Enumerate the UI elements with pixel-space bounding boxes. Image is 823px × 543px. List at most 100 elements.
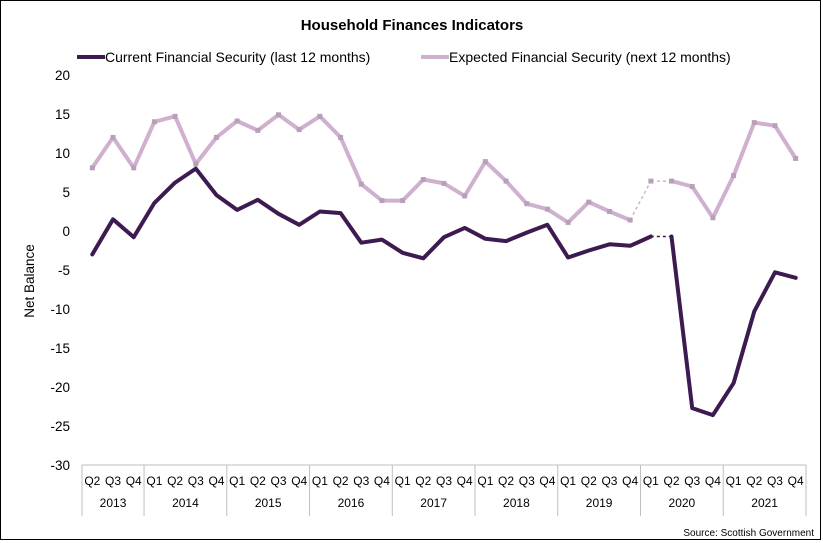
year-label: 2014 <box>172 496 199 510</box>
y-tick-label: 15 <box>55 107 70 122</box>
year-label: 2016 <box>338 496 365 510</box>
data-point <box>710 215 715 220</box>
x-tick-label: Q3 <box>601 474 617 488</box>
y-tick-label: 0 <box>62 224 70 239</box>
x-tick-label: Q3 <box>436 474 452 488</box>
source-note: Source: Scottish Government <box>683 528 814 539</box>
series-line <box>92 169 795 416</box>
year-label: 2018 <box>503 496 530 510</box>
data-point <box>669 179 674 184</box>
data-point <box>504 179 509 184</box>
data-point <box>111 135 116 140</box>
year-label: 2015 <box>255 496 282 510</box>
data-point <box>566 220 571 225</box>
x-tick-label: Q3 <box>684 474 700 488</box>
x-tick-label: Q4 <box>788 474 804 488</box>
legend: Current Financial Security (last 12 mont… <box>77 49 731 65</box>
data-point <box>173 114 178 119</box>
data-point <box>607 209 612 214</box>
data-point <box>131 165 136 170</box>
data-point <box>90 165 95 170</box>
data-point <box>483 159 488 164</box>
y-tick-label: 10 <box>55 146 70 161</box>
y-tick-label: 20 <box>55 68 70 83</box>
data-point <box>442 181 447 186</box>
x-tick-label: Q1 <box>312 474 328 488</box>
data-point <box>297 127 302 132</box>
x-tick-label: Q4 <box>126 474 142 488</box>
data-point <box>524 201 529 206</box>
data-point <box>793 156 798 161</box>
x-tick-label: Q3 <box>767 474 783 488</box>
data-point <box>152 119 157 124</box>
year-label: 2021 <box>751 496 778 510</box>
x-tick-label: Q1 <box>560 474 576 488</box>
x-tick-label: Q1 <box>477 474 493 488</box>
x-tick-label: Q2 <box>415 474 431 488</box>
x-tick-label: Q4 <box>457 474 473 488</box>
x-tick-label: Q1 <box>643 474 659 488</box>
y-tick-label: -10 <box>50 302 70 317</box>
x-tick-label: Q4 <box>208 474 224 488</box>
legend-label-current: Current Financial Security (last 12 mont… <box>105 49 370 65</box>
x-tick-label: Q2 <box>250 474 266 488</box>
data-point <box>648 179 653 184</box>
data-point <box>214 135 219 140</box>
data-point <box>193 161 198 166</box>
data-point <box>317 114 322 119</box>
x-tick-label: Q1 <box>395 474 411 488</box>
x-tick-label: Q4 <box>291 474 307 488</box>
x-axis: Q2 Q3 Q4 Q1 Q2 Q3 Q4 Q1 Q2 Q3 Q4 Q1 Q2 Q3 Q4 Q1 Q2 Q3 Q4 Q1… <box>82 465 806 516</box>
y-axis-label: Net Balance <box>22 244 37 318</box>
data-point <box>400 198 405 203</box>
x-tick-label: Q2 <box>746 474 762 488</box>
y-tick-label: 5 <box>62 185 70 200</box>
y-tick-label: -25 <box>50 419 70 434</box>
series-gap-connector <box>630 181 651 220</box>
x-tick-label: Q1 <box>726 474 742 488</box>
x-tick-label: Q2 <box>581 474 597 488</box>
data-point <box>235 119 240 124</box>
data-point <box>545 207 550 212</box>
data-point <box>421 177 426 182</box>
data-point <box>731 173 736 178</box>
y-tick-label: -20 <box>50 380 70 395</box>
x-tick-label: Q2 <box>333 474 349 488</box>
x-tick-label: Q1 <box>146 474 162 488</box>
year-label: 2019 <box>586 496 613 510</box>
y-tick-label: -30 <box>50 458 70 473</box>
chart-title: Household Finances Indicators <box>301 17 524 34</box>
x-tick-label: Q4 <box>374 474 390 488</box>
x-tick-label: Q3 <box>353 474 369 488</box>
y-axis: 20 15 10 5 0 -5 -10 -15 -20 -25 -30 <box>50 68 70 473</box>
data-point <box>379 198 384 203</box>
x-tick-label: Q4 <box>622 474 638 488</box>
data-point <box>255 128 260 133</box>
x-tick-label: Q1 <box>229 474 245 488</box>
x-tick-label: Q2 <box>498 474 514 488</box>
data-point <box>772 123 777 128</box>
data-point <box>276 112 281 117</box>
year-label: 2017 <box>420 496 447 510</box>
data-point <box>338 135 343 140</box>
x-tick-label: Q3 <box>519 474 535 488</box>
series-current-financial-security <box>92 169 795 416</box>
x-tick-label: Q2 <box>84 474 100 488</box>
data-point <box>690 184 695 189</box>
x-tick-label: Q4 <box>705 474 721 488</box>
x-tick-label: Q3 <box>188 474 204 488</box>
x-tick-label: Q3 <box>105 474 121 488</box>
data-point <box>359 182 364 187</box>
year-label: 2013 <box>100 496 127 510</box>
data-point <box>752 120 757 125</box>
legend-label-expected: Expected Financial Security (next 12 mon… <box>449 49 731 65</box>
year-label: 2020 <box>669 496 696 510</box>
y-tick-label: -5 <box>58 263 70 278</box>
x-tick-label: Q2 <box>664 474 680 488</box>
x-tick-label: Q2 <box>167 474 183 488</box>
y-tick-label: -15 <box>50 341 70 356</box>
x-tick-label: Q3 <box>271 474 287 488</box>
data-point <box>586 200 591 205</box>
